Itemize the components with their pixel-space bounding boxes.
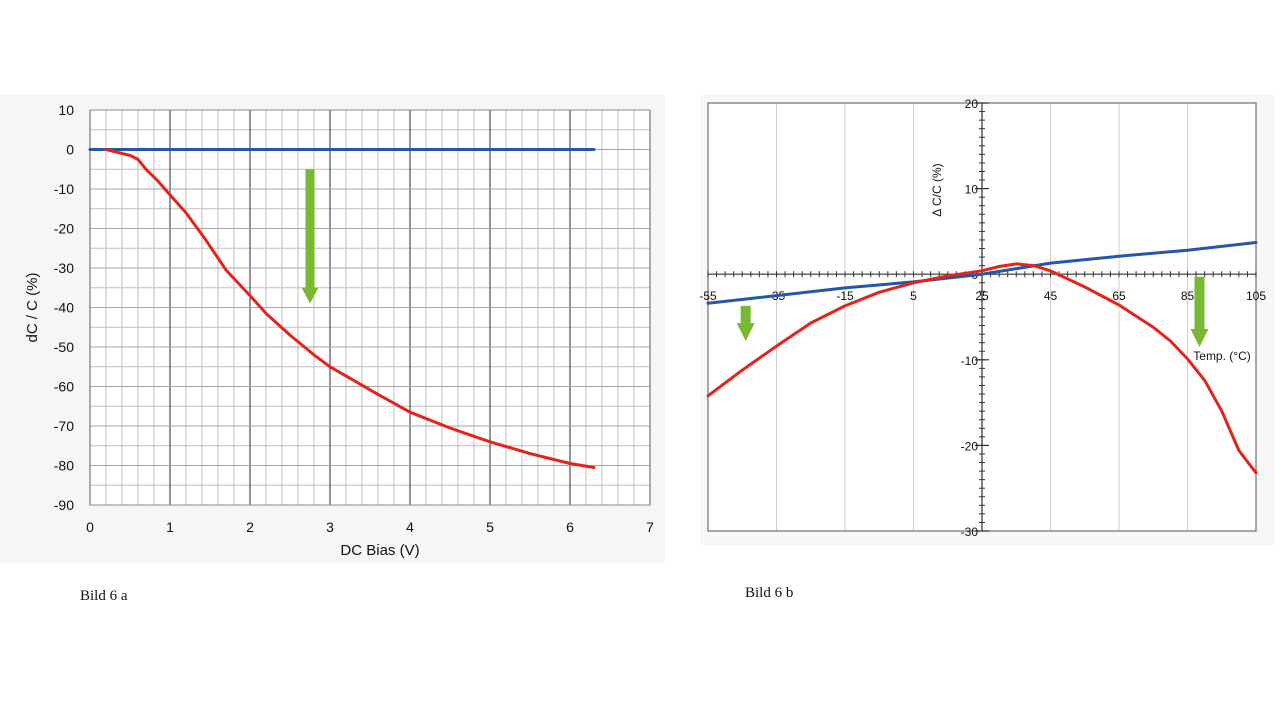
caption-bild-6b: Bild 6 b [745, 585, 794, 601]
down-arrow-a-shaft [305, 169, 315, 288]
x-axis-label-a: DC Bias (V) [340, 542, 419, 559]
series-line-blue-b [706, 241, 1258, 305]
y-axis-label-a: dC / C (%) [24, 272, 41, 342]
x-tick-label-a: 6 [566, 519, 574, 535]
y-tick-label-b: 10 [965, 183, 979, 197]
down-arrow-b-head [736, 322, 755, 341]
x-tick-label-a: 5 [486, 519, 494, 535]
down-arrow-b [1190, 276, 1209, 347]
y-tick-label-a: -20 [54, 221, 74, 237]
plot-border-a [89, 109, 651, 506]
x-tick-label-b: 65 [1112, 289, 1126, 303]
x-tick-label-a: 1 [166, 519, 174, 535]
y-tick-label-a: -50 [54, 339, 74, 355]
x-tick-label-a: 7 [646, 519, 654, 535]
down-arrow-b [736, 305, 755, 341]
x-tick-label-b: -55 [699, 289, 717, 303]
x-axis-label-b: Temp. (°C) [1193, 349, 1250, 363]
y-tick-label-a: -90 [54, 497, 74, 513]
x-tick-label-a: 2 [246, 519, 254, 535]
series-line-red-a [104, 148, 596, 469]
caption-bild-6a: Bild 6 a [80, 588, 128, 604]
x-tick-label-b: 85 [1181, 289, 1195, 303]
y-tick-label-b: 20 [965, 97, 979, 111]
series-line-red-b [706, 262, 1258, 475]
y-tick-label-a: -40 [54, 300, 74, 316]
y-tick-label-a: -10 [54, 181, 74, 197]
x-tick-label-a: 4 [406, 519, 414, 535]
x-tick-label-b: 105 [1246, 289, 1266, 303]
y-tick-label-a: 10 [58, 102, 74, 118]
x-tick-label-a: 0 [86, 519, 94, 535]
down-arrow-a [301, 169, 319, 304]
down-arrow-b-shaft [1194, 276, 1205, 329]
y-tick-label-a: -60 [54, 379, 74, 395]
x-tick-label-b: 25 [975, 289, 989, 303]
x-tick-label-b: -15 [836, 289, 854, 303]
x-tick-label-b: 5 [910, 289, 917, 303]
down-arrow-a-head [301, 287, 319, 304]
y-tick-label-b: -30 [961, 525, 979, 539]
y-tick-label-a: -30 [54, 260, 74, 276]
down-arrow-b-head [1190, 328, 1209, 347]
y-tick-label-a: 0 [66, 142, 74, 158]
y-tick-label-a: -70 [54, 418, 74, 434]
y-tick-label-b: -20 [961, 439, 979, 453]
x-tick-label-b: 45 [1044, 289, 1058, 303]
down-arrow-b-shaft [740, 305, 751, 323]
x-tick-label-a: 3 [326, 519, 334, 535]
y-axis-label-b: Δ C/C (%) [930, 163, 944, 216]
y-tick-label-b: -10 [961, 354, 979, 368]
y-tick-label-a: -80 [54, 458, 74, 474]
